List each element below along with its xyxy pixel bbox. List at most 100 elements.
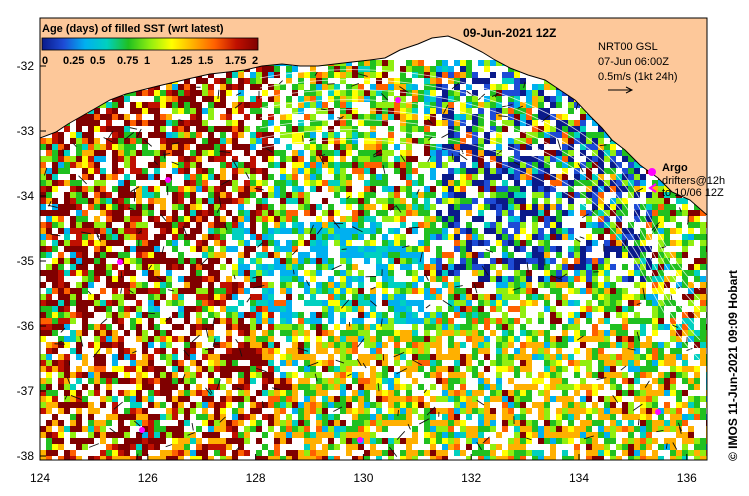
sst-age-cell: [658, 180, 664, 186]
sst-age-cell: [76, 222, 82, 228]
sst-age-cell: [298, 294, 304, 300]
sst-age-cell: [556, 180, 562, 186]
sst-age-cell: [250, 234, 256, 240]
sst-age-cell: [304, 384, 310, 390]
sst-age-cell: [424, 150, 430, 156]
sst-age-cell: [250, 420, 256, 426]
sst-age-cell: [376, 162, 382, 168]
sst-age-cell: [460, 186, 466, 192]
sst-age-cell: [130, 222, 136, 228]
sst-age-cell: [472, 396, 478, 402]
sst-age-cell: [520, 120, 526, 126]
sst-age-cell: [700, 408, 706, 414]
sst-age-cell: [226, 336, 232, 342]
sst-age-cell: [448, 300, 454, 306]
sst-age-cell: [598, 420, 604, 426]
sst-age-cell: [460, 108, 466, 114]
sst-age-cell: [490, 174, 496, 180]
sst-age-cell: [544, 126, 550, 132]
sst-age-cell: [628, 378, 634, 384]
sst-age-cell: [130, 396, 136, 402]
sst-age-cell: [340, 378, 346, 384]
sst-age-cell: [64, 426, 70, 432]
sst-age-cell: [604, 156, 610, 162]
sst-age-cell: [352, 234, 358, 240]
sst-age-cell: [586, 312, 592, 318]
sst-age-cell: [46, 372, 52, 378]
sst-age-cell: [532, 210, 538, 216]
sst-age-cell: [364, 354, 370, 360]
sst-age-cell: [322, 312, 328, 318]
sst-age-cell: [490, 330, 496, 336]
sst-age-cell: [184, 120, 190, 126]
sst-age-cell: [598, 384, 604, 390]
sst-age-cell: [460, 180, 466, 186]
sst-age-cell: [364, 300, 370, 306]
sst-age-cell: [94, 138, 100, 144]
sst-age-cell: [586, 198, 592, 204]
sst-age-cell: [256, 300, 262, 306]
sst-age-cell: [592, 174, 598, 180]
sst-age-cell: [238, 126, 244, 132]
sst-age-cell: [676, 348, 682, 354]
sst-age-cell: [430, 114, 436, 120]
sst-age-cell: [628, 228, 634, 234]
sst-age-cell: [412, 180, 418, 186]
sst-age-cell: [124, 138, 130, 144]
sst-age-cell: [616, 150, 622, 156]
sst-age-cell: [436, 408, 442, 414]
sst-age-cell: [292, 192, 298, 198]
sst-age-cell: [310, 66, 316, 72]
sst-age-cell: [520, 114, 526, 120]
sst-age-cell: [184, 126, 190, 132]
sst-age-cell: [76, 162, 82, 168]
sst-age-cell: [52, 156, 58, 162]
sst-age-cell: [400, 96, 406, 102]
sst-age-cell: [178, 168, 184, 174]
sst-age-cell: [238, 300, 244, 306]
sst-age-cell: [406, 360, 412, 366]
sst-age-cell: [118, 390, 124, 396]
sst-age-cell: [250, 186, 256, 192]
sst-age-cell: [250, 72, 256, 78]
sst-age-cell: [340, 138, 346, 144]
sst-age-cell: [130, 210, 136, 216]
sst-age-cell: [502, 240, 508, 246]
sst-age-cell: [274, 150, 280, 156]
sst-age-cell: [190, 348, 196, 354]
sst-age-cell: [154, 324, 160, 330]
sst-age-cell: [376, 372, 382, 378]
sst-age-cell: [280, 300, 286, 306]
sst-age-cell: [40, 390, 46, 396]
sst-age-cell: [154, 312, 160, 318]
sst-age-cell: [124, 282, 130, 288]
sst-age-cell: [358, 270, 364, 276]
sst-age-cell: [520, 306, 526, 312]
sst-age-cell: [106, 246, 112, 252]
sst-age-cell: [160, 114, 166, 120]
sst-age-cell: [700, 258, 706, 264]
sst-age-cell: [190, 90, 196, 96]
sst-age-cell: [352, 390, 358, 396]
sst-age-cell: [178, 192, 184, 198]
sst-age-cell: [346, 426, 352, 432]
sst-age-cell: [358, 336, 364, 342]
sst-age-cell: [286, 132, 292, 138]
sst-age-cell: [328, 294, 334, 300]
sst-age-cell: [94, 408, 100, 414]
sst-age-cell: [316, 258, 322, 264]
sst-age-cell: [364, 330, 370, 336]
sst-age-cell: [562, 258, 568, 264]
sst-age-cell: [280, 360, 286, 366]
sst-age-cell: [586, 408, 592, 414]
sst-age-cell: [550, 276, 556, 282]
sst-age-cell: [316, 270, 322, 276]
sst-age-cell: [346, 402, 352, 408]
sst-age-cell: [424, 198, 430, 204]
sst-age-cell: [166, 150, 172, 156]
sst-age-cell: [496, 276, 502, 282]
sst-age-cell: [304, 390, 310, 396]
sst-age-cell: [676, 270, 682, 276]
sst-age-cell: [322, 408, 328, 414]
sst-age-cell: [598, 288, 604, 294]
